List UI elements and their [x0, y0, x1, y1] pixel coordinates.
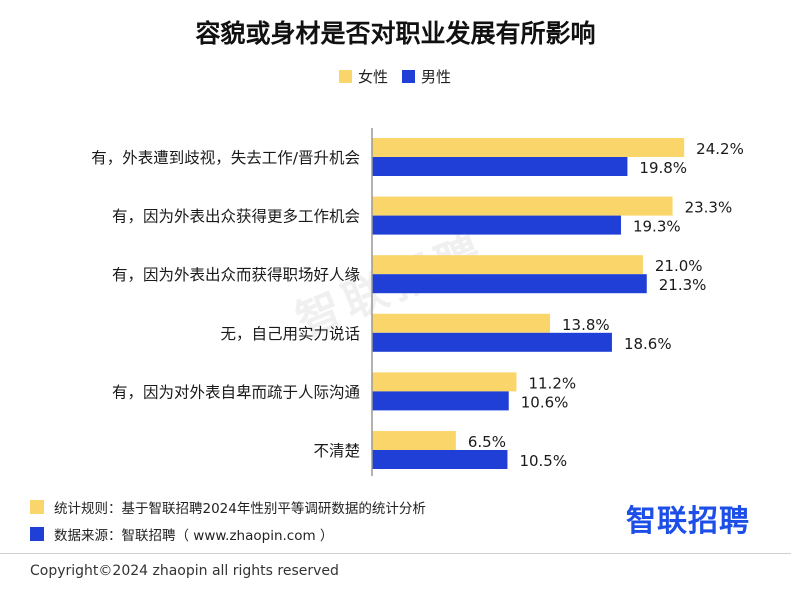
bar-male: [372, 157, 628, 176]
bar-male: [372, 332, 612, 352]
footer-divider: [0, 553, 791, 554]
category-label: 无，自己用实力说话: [220, 325, 360, 343]
bar-female: [372, 196, 673, 216]
category-label: 不清楚: [313, 442, 360, 460]
data-label-female: 13.8%: [562, 316, 610, 334]
copyright: Copyright©2024 zhaopin all rights reserv…: [30, 563, 339, 579]
footer-source-swatch: [30, 527, 44, 541]
data-label-female: 24.2%: [696, 140, 744, 158]
data-label-male: 19.8%: [639, 159, 687, 177]
bar-male: [372, 215, 621, 235]
footer-rule-swatch: [30, 500, 44, 514]
data-label-male: 21.3%: [659, 276, 707, 294]
data-label-male: 18.6%: [624, 335, 672, 353]
data-label-female: 6.5%: [468, 433, 506, 451]
bar-male: [372, 391, 509, 411]
brand-logo: 智联招聘: [626, 504, 750, 539]
category-label: 有，因为外表出众获得更多工作机会: [112, 208, 360, 226]
category-label: 有，因为外表出众而获得职场好人缘: [112, 266, 360, 284]
bar-female: [372, 431, 456, 450]
footer-rule: 统计规则：基于智联招聘2024年性别平等调研数据的统计分析: [30, 497, 426, 517]
bar-female: [372, 138, 685, 157]
footer-source: 数据来源：智联招聘（ www.zhaopin.com ）: [30, 524, 333, 544]
data-label-female: 23.3%: [685, 199, 733, 217]
data-label-male: 19.3%: [633, 218, 681, 236]
legend: 女性 男性: [325, 66, 451, 87]
category-label: 有，外表遭到歧视，失去工作/晋升机会: [91, 149, 360, 167]
category-label: 有，因为对外表自卑而疏于人际沟通: [112, 383, 361, 401]
footer-source-text: 数据来源：智联招聘（ www.zhaopin.com ）: [54, 528, 334, 544]
bar-male: [372, 274, 647, 294]
legend-swatch-male: [401, 70, 415, 83]
data-label-female: 21.0%: [655, 257, 703, 275]
legend-item-male: 男性: [401, 66, 451, 87]
data-label-female: 11.2%: [528, 374, 576, 392]
bar-female: [372, 372, 517, 392]
bar-female: [372, 313, 551, 333]
data-label-male: 10.5%: [519, 452, 567, 470]
legend-swatch-female: [338, 70, 352, 83]
legend-label-male: 男性: [420, 68, 451, 86]
bar-chart: 有，外表遭到歧视，失去工作/晋升机会 24.2% 19.8% 有，因为外表出众获得更多…: [91, 128, 744, 476]
legend-item-female: 女性: [338, 66, 388, 87]
data-label-male: 10.6%: [521, 393, 569, 411]
legend-label-female: 女性: [357, 68, 388, 86]
chart-title: 容貌或身材是否对职业发展有所影响: [195, 19, 596, 48]
bar-female: [372, 255, 643, 275]
bar-male: [372, 450, 508, 469]
footer-rule-text: 统计规则：基于智联招聘2024年性别平等调研数据的统计分析: [54, 501, 426, 517]
